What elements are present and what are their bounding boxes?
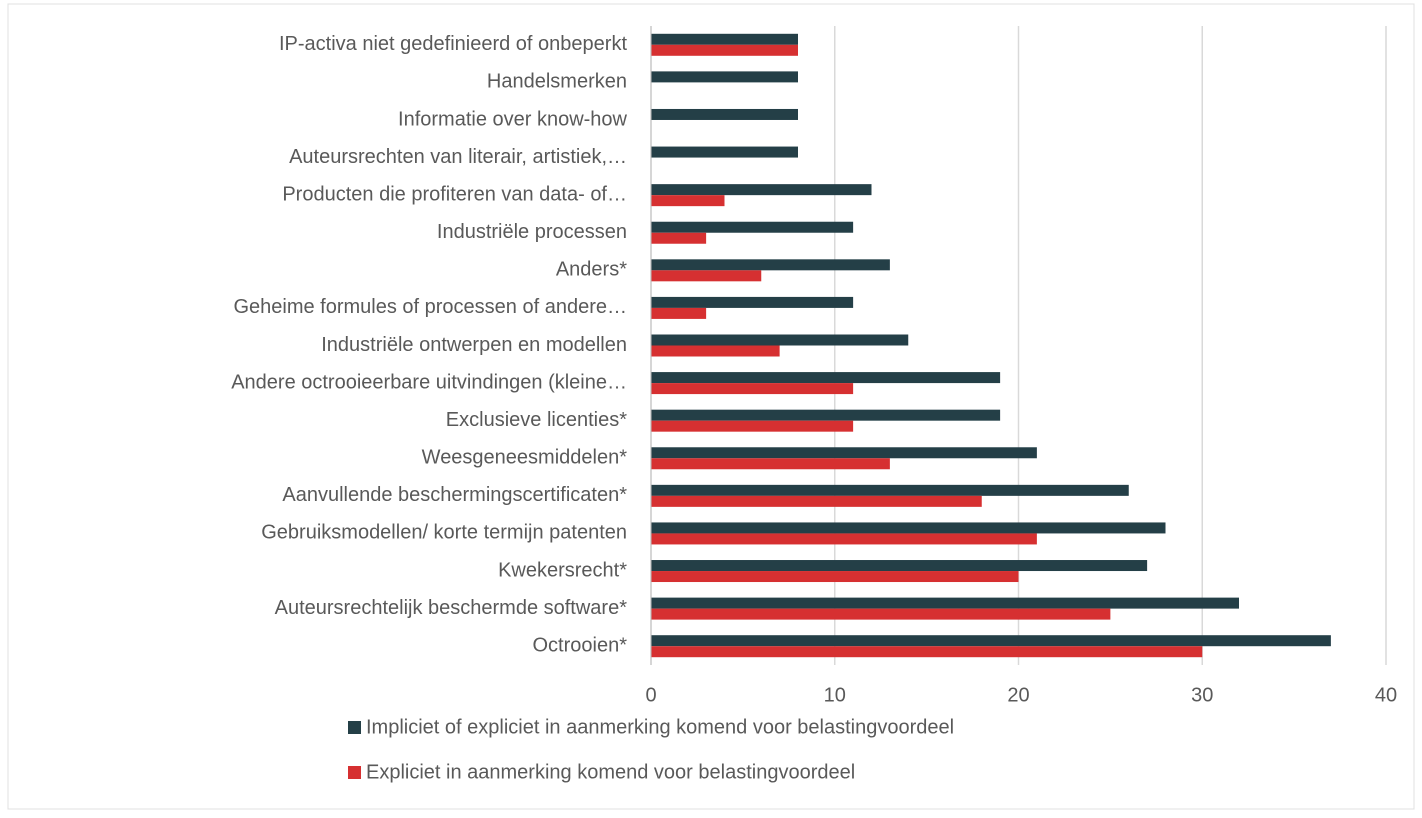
bar — [651, 334, 909, 346]
bar — [651, 560, 1148, 572]
y-tick-label: Handelsmerken — [487, 71, 627, 93]
bar — [651, 44, 798, 56]
x-tick-label: 40 — [1375, 684, 1397, 706]
y-tick-label: Producten die profiteren van data- of… — [282, 183, 627, 205]
y-tick-label: Kwekersrecht* — [498, 559, 627, 581]
bar — [651, 108, 798, 120]
bar — [651, 345, 780, 357]
bar — [651, 458, 890, 470]
bar — [651, 447, 1037, 459]
legend-swatch — [348, 721, 361, 734]
bar — [651, 495, 982, 507]
x-tick-label: 20 — [1007, 684, 1029, 706]
y-tick-label: Octrooien* — [533, 634, 628, 656]
y-tick-label: Auteursrechtelijk beschermde software* — [275, 597, 628, 619]
y-tick-label: Auteursrechten van literair, artistiek,… — [289, 146, 627, 168]
bar — [651, 646, 1203, 658]
bar — [651, 195, 725, 207]
bar — [651, 420, 854, 432]
bar — [651, 383, 854, 395]
y-tick-label: Anders* — [556, 259, 627, 281]
bar — [651, 597, 1239, 609]
bar — [651, 608, 1111, 620]
y-tick-label: Exclusieve licenties* — [446, 409, 627, 431]
bar — [651, 571, 1019, 583]
y-tick-label: Andere octrooieerbare uitvindingen (klei… — [231, 371, 627, 393]
bar — [651, 232, 707, 244]
frame — [7, 3, 1415, 810]
bar — [651, 71, 798, 83]
x-tick-label: 0 — [645, 684, 656, 706]
bar — [651, 33, 798, 45]
y-tick-label: Weesgeneesmiddelen* — [422, 447, 628, 469]
x-tick-label: 30 — [1191, 684, 1213, 706]
y-tick-label: IP-activa niet gedefinieerd of onbeperkt — [279, 33, 627, 55]
bar — [651, 484, 1129, 496]
legend-label: Expliciet in aanmerking komend voor bela… — [366, 761, 855, 783]
bar — [651, 635, 1331, 647]
y-tick-label: Industriële ontwerpen en modellen — [321, 334, 627, 356]
bar — [651, 184, 872, 196]
y-tick-label: Industriële processen — [437, 221, 627, 243]
bar — [651, 307, 707, 319]
y-tick-label: Gebruiksmodellen/ korte termijn patenten — [261, 522, 627, 544]
bar — [651, 296, 854, 308]
bar — [651, 259, 890, 271]
bar — [651, 533, 1037, 545]
y-tick-label: Aanvullende beschermingscertificaten* — [282, 484, 627, 506]
x-tick-label: 10 — [824, 684, 846, 706]
legend-swatch — [348, 766, 361, 779]
bar — [651, 146, 798, 158]
y-tick-label: Geheime formules of processen of andere… — [233, 296, 627, 318]
bar — [651, 522, 1166, 534]
bar — [651, 270, 762, 282]
bar — [651, 372, 1001, 384]
bar — [651, 221, 854, 233]
legend-label: Impliciet of expliciet in aanmerking kom… — [366, 716, 954, 738]
bar — [651, 409, 1001, 421]
y-tick-label: Informatie over know-how — [398, 108, 628, 130]
